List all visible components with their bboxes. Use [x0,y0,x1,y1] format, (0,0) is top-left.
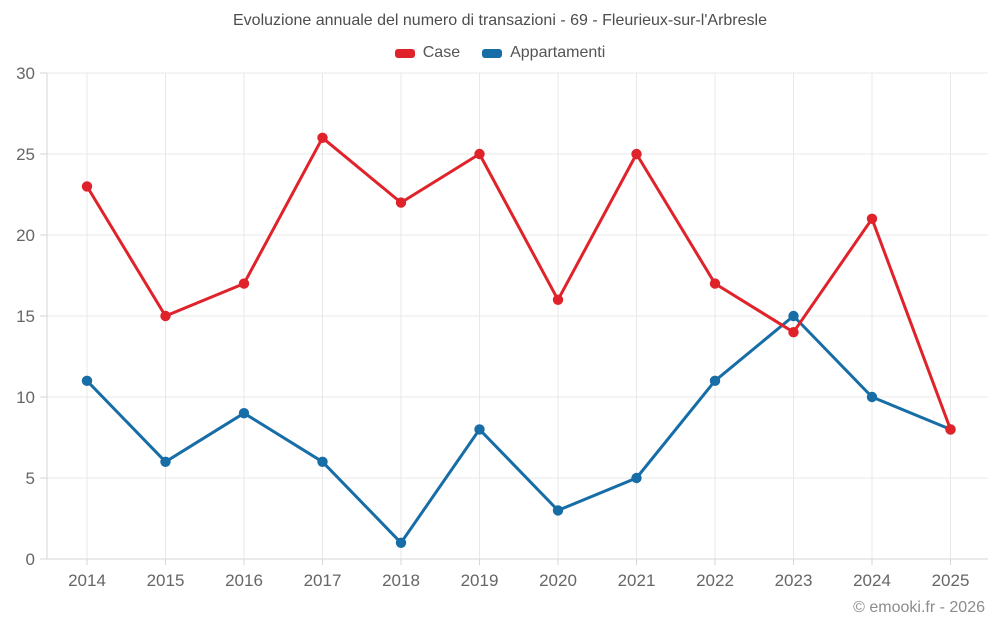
y-axis-tick-label: 30 [16,64,35,83]
data-point-case-2019[interactable] [474,148,485,160]
y-axis-tick-label: 25 [16,145,35,164]
legend-item-appartamenti[interactable]: Appartamenti [482,44,605,62]
x-axis-tick-label: 2022 [696,571,734,590]
x-axis-tick-label: 2024 [853,571,891,590]
y-axis-tick-label: 5 [26,469,35,488]
data-point-appartamenti-2022[interactable] [709,375,721,386]
appartamenti-series-swatch-icon [482,48,503,58]
series-line-case [85,136,952,431]
legend-item-case[interactable]: Case [394,44,461,62]
copyright-text: © emooki.fr - 2026 [853,599,985,616]
x-axis-tick-label: 2021 [618,571,656,590]
y-axis-tick-label: 10 [16,388,35,407]
data-point-case-2022[interactable] [709,278,721,289]
data-point-case-2018[interactable] [395,197,407,208]
data-point-case-2020[interactable] [552,294,564,305]
data-point-appartamenti-2016[interactable] [238,408,250,419]
x-axis-tick-label: 2017 [304,571,342,590]
chart-title: Evoluzione annuale del numero di transaz… [233,12,767,29]
data-point-appartamenti-2023[interactable] [788,310,799,322]
legend-label-appartamenti: Appartamenti [510,44,606,61]
x-axis-tick-label: 2025 [932,571,970,590]
case-series-swatch-icon [394,48,415,58]
data-point-case-2015[interactable] [160,310,171,322]
x-axis-tick-label: 2023 [775,571,813,590]
data-point-appartamenti-2014[interactable] [81,375,93,386]
data-point-case-2023[interactable] [788,327,799,338]
data-point-case-2016[interactable] [238,278,250,289]
x-axis-tick-label: 2014 [68,571,106,590]
data-point-appartamenti-2024[interactable] [866,391,878,403]
data-point-appartamenti-2021[interactable] [631,472,642,484]
x-axis-tick-label: 2018 [382,571,420,590]
data-point-appartamenti-2020[interactable] [552,505,564,516]
x-axis-tick-label: 2015 [147,571,185,590]
legend: Case Appartamenti [0,44,1000,62]
data-point-appartamenti-2018[interactable] [395,537,407,548]
data-point-case-2021[interactable] [631,148,642,160]
series-line-appartamenti [85,314,952,545]
x-axis-tick-label: 2020 [539,571,577,590]
x-axis-tick-label: 2019 [461,571,499,590]
data-point-appartamenti-2015[interactable] [160,456,171,467]
y-axis-tick-label: 20 [16,226,35,245]
data-point-appartamenti-2017[interactable] [317,456,328,467]
legend-label-case: Case [422,44,461,61]
data-point-case-2017[interactable] [317,132,328,143]
data-point-case-2024[interactable] [866,213,878,224]
data-point-appartamenti-2019[interactable] [474,424,485,435]
y-axis-tick-label: 15 [16,307,35,326]
data-point-case-2014[interactable] [81,181,93,192]
data-point-case-2025[interactable] [945,424,956,435]
y-axis-tick-label: 0 [26,550,35,569]
x-axis-tick-label: 2016 [225,571,263,590]
